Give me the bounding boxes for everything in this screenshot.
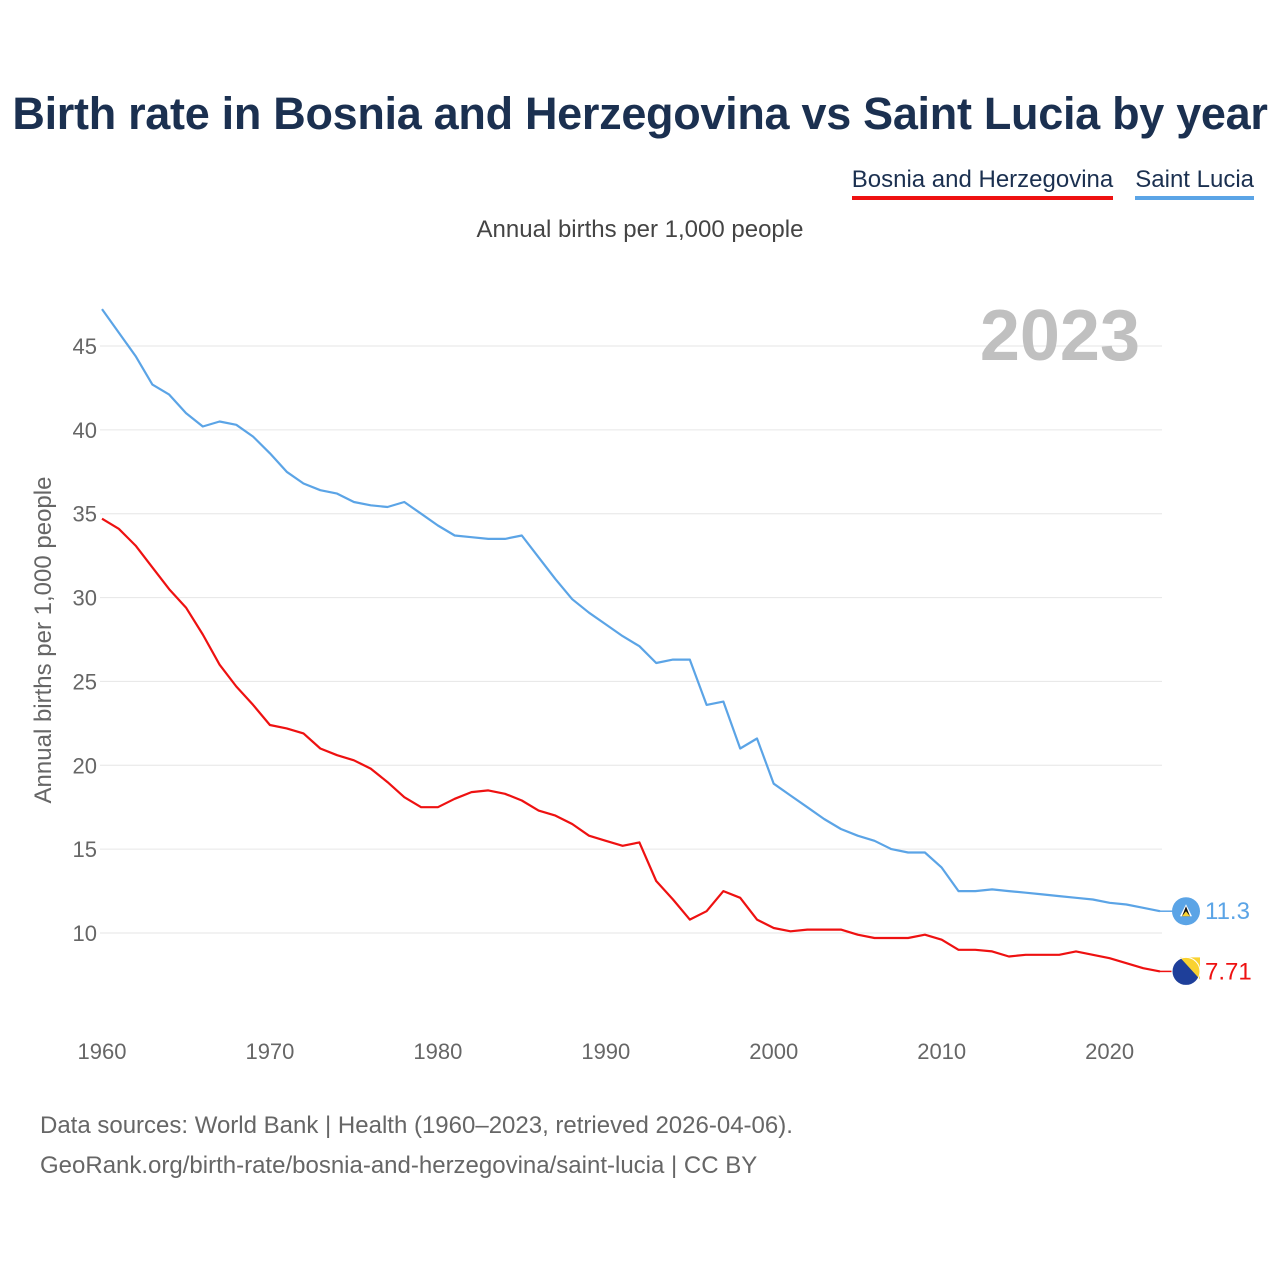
y-axis-ticks: 10 15 20 25 30 35 40 45 <box>73 334 97 946</box>
legend-item-saint-lucia[interactable]: Saint Lucia <box>1135 166 1254 200</box>
x-tick-2020: 2020 <box>1085 1039 1134 1064</box>
series-line-1 <box>101 308 1161 913</box>
current-year-label: 2023 <box>980 296 1140 376</box>
chart-title: Birth rate in Bosnia and Herzegovina vs … <box>12 88 1268 139</box>
saint-lucia-flag-gold <box>1182 911 1190 917</box>
source-note: Data sources: World Bank | Health (1960–… <box>40 1106 793 1186</box>
y-tick-25: 25 <box>73 669 97 694</box>
source-line-1: Data sources: World Bank | Health (1960–… <box>40 1112 793 1139</box>
y-tick-15: 15 <box>73 837 97 862</box>
x-tick-1960: 1960 <box>78 1039 127 1064</box>
source-line-2[interactable]: GeoRank.org/birth-rate/bosnia-and-herzeg… <box>40 1152 758 1179</box>
y-tick-10: 10 <box>73 921 97 946</box>
y-tick-45: 45 <box>73 334 97 359</box>
series-line-0 <box>101 517 1161 973</box>
y-axis-label: Annual births per 1,000 people <box>30 477 57 804</box>
legend: Bosnia and Herzegovina Saint Lucia <box>851 166 1254 200</box>
bosnia-flag-ring <box>1171 956 1201 986</box>
legend-item-bosnia[interactable]: Bosnia and Herzegovina <box>851 166 1114 200</box>
chart-subtitle: Annual births per 1,000 people <box>476 216 804 243</box>
x-tick-1990: 1990 <box>581 1039 630 1064</box>
x-axis-ticks: 1960 1970 1980 1990 2000 2010 2020 <box>78 1039 1135 1064</box>
series-end-markers: 7.71 11.3 <box>1160 897 1252 986</box>
bosnia-flag-triangle <box>1180 957 1200 980</box>
series-lines <box>101 308 1161 973</box>
y-tick-30: 30 <box>73 586 97 611</box>
end-label-1: 11.3 <box>1205 898 1250 925</box>
x-tick-1980: 1980 <box>413 1039 462 1064</box>
x-tick-2010: 2010 <box>917 1039 966 1064</box>
end-label-0: 7.71 <box>1205 958 1252 985</box>
y-tick-40: 40 <box>73 418 97 443</box>
x-tick-1970: 1970 <box>245 1039 294 1064</box>
x-tick-2000: 2000 <box>749 1039 798 1064</box>
y-tick-20: 20 <box>73 753 97 778</box>
y-tick-35: 35 <box>73 502 97 527</box>
gridlines <box>100 345 1162 934</box>
